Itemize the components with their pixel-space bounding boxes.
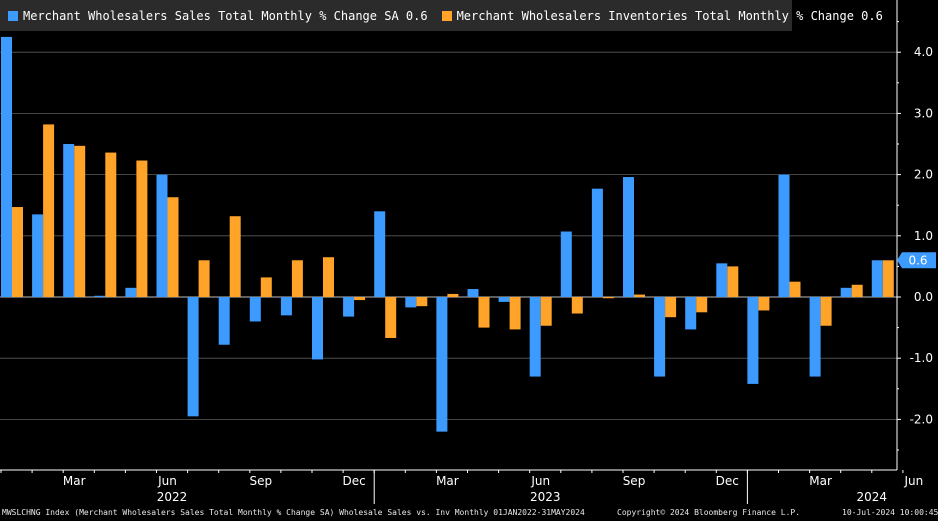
legend: Merchant Wholesalers Sales Total Monthly… [0,0,883,31]
x-month-label: Jun [530,474,550,488]
bar-inventories [634,294,645,297]
x-month-label: Sep [623,474,646,488]
bar-inventories [198,260,210,297]
bar-chart: 4.03.02.01.00.0-1.0-2.00.6 Mar Jun Sep Dec M… [0,0,936,504]
bar-sales [654,297,666,377]
bar-sales [218,297,230,345]
legend-item-sales[interactable]: Merchant Wholesalers Sales Total Monthly… [8,9,428,23]
bar-inventories [851,284,863,297]
x-month-label: Mar [63,474,86,488]
bar-sales [529,297,541,377]
bar-inventories [478,297,490,328]
bar-inventories [727,266,739,297]
y-tick-label: 3.0 [914,106,933,120]
bar-sales [840,287,852,297]
bar-inventories [602,297,614,299]
bar-sales [63,144,75,297]
y-tick-label: -1.0 [910,351,933,365]
bar-inventories [820,297,832,326]
bar-inventories [260,277,272,297]
bars [1,36,894,432]
footer-source: MWSLCHNG Index (Merchant Wholesalers Sal… [2,508,585,517]
bar-sales [623,177,634,297]
footer-copyright: Copyright© 2024 Bloomberg Finance L.P. [617,508,801,517]
bar-sales [778,174,790,297]
y-tick-label: 4.0 [914,45,933,59]
x-month-label: Sep [249,474,272,488]
bar-inventories [12,207,23,297]
bar-sales [809,297,821,377]
current-value-tag [897,252,936,269]
bar-sales [685,297,697,330]
bar-sales [374,211,386,297]
legend-swatch-inventories [441,10,452,21]
y-axis: 4.0 3.0 2.0 1.0 0.0 -1.0 -2.0 0.6 [896,0,936,470]
bar-sales [1,36,12,298]
bar-sales [94,295,106,297]
y-tick-label: -2.0 [910,412,933,426]
x-month-label: Mar [436,474,459,488]
x-month-label: Jun [904,474,924,488]
bar-inventories [105,152,117,297]
bar-inventories [416,297,428,307]
bar-sales [436,297,448,432]
bar-inventories [758,297,770,311]
legend-item-inventories[interactable]: Merchant Wholesalers Inventories Total M… [441,8,883,23]
bar-sales [156,174,168,297]
bar-sales [716,263,728,297]
legend-label-sales: Merchant Wholesalers Sales Total Monthly… [23,8,428,23]
bar-inventories [291,260,303,297]
bar-sales [343,297,355,317]
legend-label-inventories: Merchant Wholesalers Inventories Total M… [456,8,883,23]
bar-inventories [571,297,583,314]
x-year-label: 2022 [157,490,188,504]
bar-sales [498,297,510,302]
bar-sales [871,260,883,297]
bar-inventories [167,197,179,297]
bar-sales [280,297,292,316]
legend-swatch-sales [8,10,18,21]
x-year-label: 2023 [530,490,561,504]
x-month-label: Mar [809,474,832,488]
y-tick-label: 0.0 [914,290,933,304]
bar-inventories [385,297,397,339]
bar-sales [560,231,572,297]
bar-sales [187,297,199,417]
bar-inventories [229,216,241,297]
bar-inventories [354,297,366,301]
bar-inventories [509,297,521,330]
bar-sales [467,289,479,297]
gridlines [0,51,897,420]
footer-timestamp: 10-Jul-2024 10:00:45 [842,508,938,517]
x-month-label: Dec [342,474,365,488]
y-tick-label: 2.0 [914,168,933,182]
bar-sales [312,297,323,360]
bar-inventories [789,281,801,297]
x-year-label: 2024 [857,490,888,504]
bar-inventories [665,297,677,318]
bar-inventories [540,297,552,326]
bar-inventories [136,160,148,297]
bar-sales [125,287,137,297]
footer: MWSLCHNG Index (Merchant Wholesalers Sal… [0,504,938,521]
bar-inventories [74,145,86,297]
y-tick-label: 1.0 [914,229,933,243]
current-value-label: 0.6 [908,253,927,267]
bar-sales [32,214,44,297]
x-month-label: Jun [157,474,177,488]
bar-sales [405,297,417,308]
bar-sales [591,188,603,297]
bar-sales [747,297,759,384]
x-month-label: Dec [716,474,739,488]
bar-inventories [882,260,894,297]
bar-inventories [696,297,708,313]
x-axis: Mar Jun Sep Dec Mar Jun Sep Dec Mar Jun 2022 2023 20… [0,469,924,504]
bar-inventories [43,124,55,297]
bar-inventories [447,293,459,297]
bar-inventories [323,257,334,297]
bar-sales [249,297,261,322]
